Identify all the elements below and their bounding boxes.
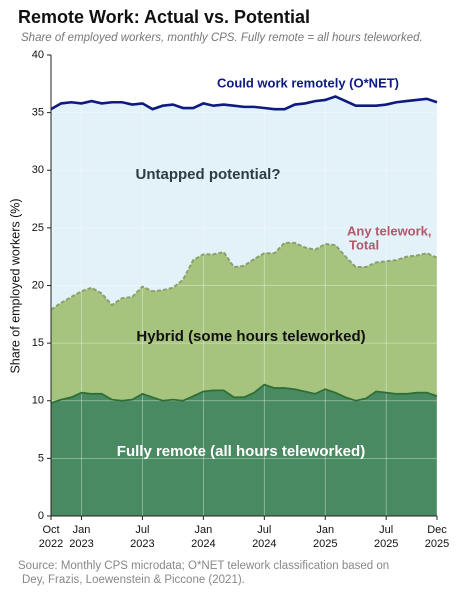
annotation: Untapped potential? [136,166,281,183]
y-tick-label: 0 [38,510,44,522]
annotation: Any telework, [347,223,432,238]
series-label: Could work remotely (O*NET) [217,75,399,90]
untapped-area [51,96,437,310]
y-tick-label: 35 [32,107,44,119]
x-tick-label: Oct 2022 [39,524,63,550]
x-tick-label: Dec 2025 [425,524,449,550]
x-tick-label: Jan 2024 [191,524,215,550]
y-tick-label: 30 [32,164,44,176]
y-tick-label: 10 [32,395,44,407]
annotation: Total [349,237,379,252]
y-tick-label: 20 [32,279,44,291]
x-tick-label: Jul 2024 [252,524,276,550]
fully-remote-area [51,384,437,516]
fully-remote-line [50,383,438,404]
hybrid-top-line [50,241,438,311]
series-label: Hybrid (some hours teleworked) [136,328,365,345]
y-tick-label: 40 [32,49,44,61]
series-label: Fully remote (all hours teleworked) [117,443,365,460]
chart-title: Remote Work: Actual vs. Potential [18,7,310,27]
y-tick-label: 5 [38,452,44,464]
x-tick-label: Jul 2023 [130,524,154,550]
source-note: Dey, Frazis, Loewenstein & Piccone (2021… [22,574,245,586]
source-note: Source: Monthly CPS microdata; O*NET tel… [18,560,389,572]
y-tick-label: 25 [32,222,44,234]
hybrid-area [51,242,437,404]
x-tick-label: Jan 2023 [69,524,93,550]
y-axis-label: Share of employed workers (%) [8,198,22,373]
x-tick-label: Jul 2025 [374,524,398,550]
x-tick-label: Jan 2025 [313,524,337,550]
chart-subtitle: Share of employed workers, monthly CPS. … [21,32,423,44]
onet-line [50,95,438,111]
y-tick-label: 15 [32,337,44,349]
